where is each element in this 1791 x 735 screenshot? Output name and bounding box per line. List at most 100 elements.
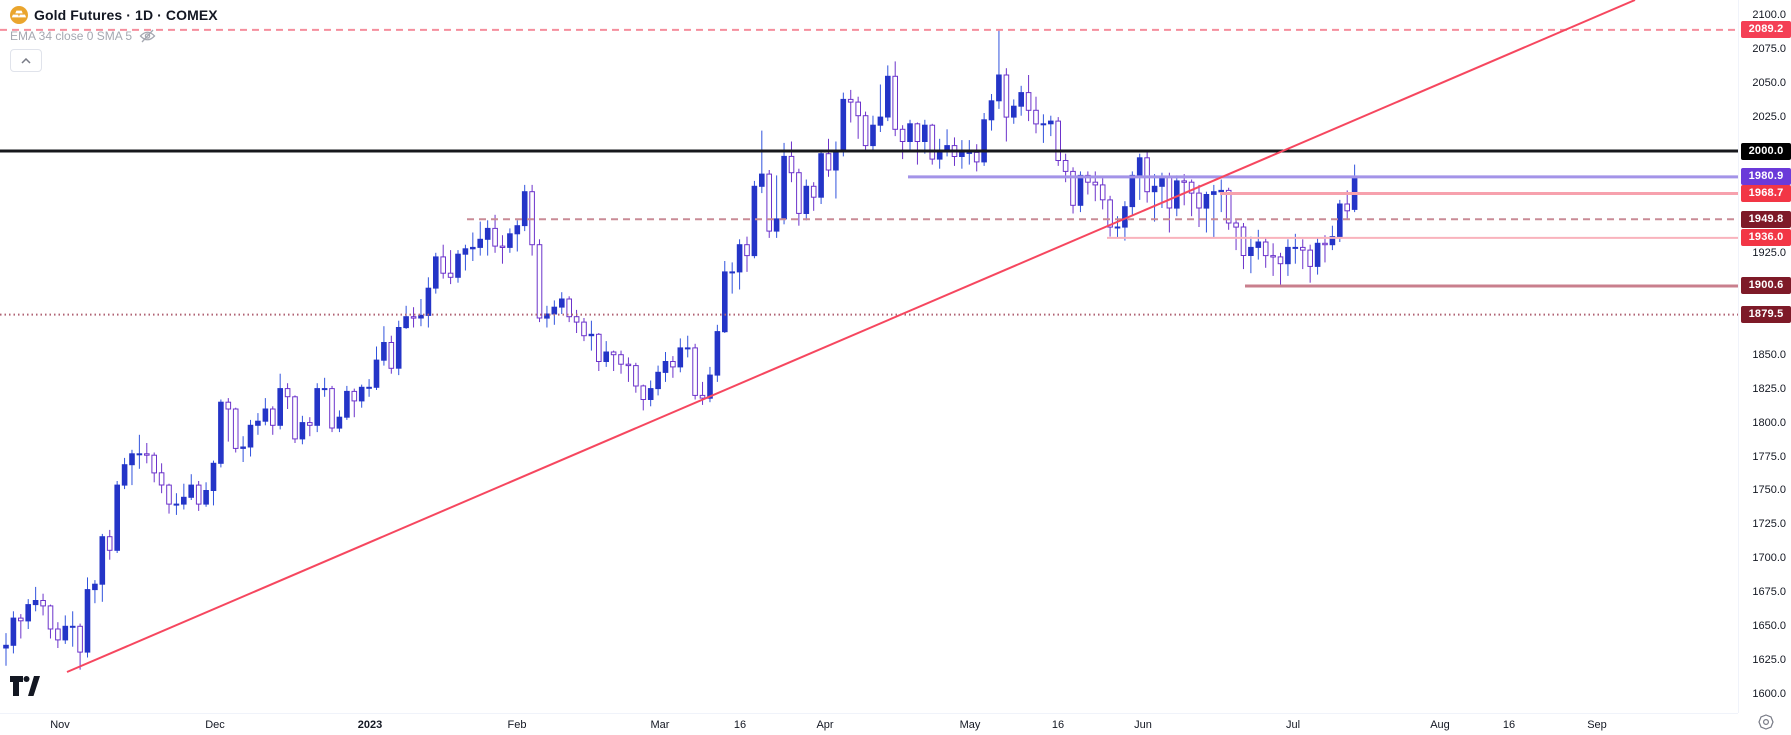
collapse-legend-button[interactable] xyxy=(10,49,42,72)
candle-up xyxy=(707,374,713,399)
candle-down xyxy=(1003,74,1010,118)
candle-down xyxy=(1033,109,1039,125)
candle-up xyxy=(32,600,39,606)
candle-down xyxy=(1322,242,1328,246)
candle-up xyxy=(1285,246,1291,265)
time-axis[interactable]: Nov Dec 2023 Feb Mar 16 Apr May 16 Jun Jul Aug 16 Sep xyxy=(0,713,1738,735)
candle-down xyxy=(158,472,165,486)
candle-up xyxy=(922,124,928,142)
candle-down xyxy=(929,124,936,160)
candle-up xyxy=(121,464,128,486)
candle-up xyxy=(10,617,17,646)
candle-up xyxy=(188,484,194,498)
candle-up xyxy=(647,388,654,401)
candle-up xyxy=(240,446,246,449)
candle-down xyxy=(329,388,335,429)
candle-up xyxy=(559,298,565,308)
tradingview-logo[interactable] xyxy=(10,676,40,696)
candle-up xyxy=(255,420,261,426)
chevron-up-icon xyxy=(21,57,31,64)
time-tick-label: 16 xyxy=(1051,719,1065,731)
candle-up xyxy=(1314,242,1321,267)
candle-down xyxy=(610,351,617,356)
candle-up xyxy=(69,625,76,628)
time-tick-label: Jul xyxy=(1285,719,1301,731)
candle-down xyxy=(284,388,291,398)
time-tick-label: Jun xyxy=(1134,719,1152,731)
price-tick-label: 2100.0 xyxy=(1752,9,1786,22)
candle-down xyxy=(914,123,921,143)
price-level-badge: 2089.2 xyxy=(1741,21,1791,39)
candle-up xyxy=(684,347,691,350)
candle-up xyxy=(321,388,328,391)
candle-down xyxy=(825,153,832,171)
candle-up xyxy=(759,173,765,187)
candle-down xyxy=(1181,180,1188,183)
candle-up xyxy=(544,313,550,319)
candle-up xyxy=(877,116,884,126)
candle-up xyxy=(470,246,476,250)
candle-up xyxy=(736,244,743,273)
trendline[interactable] xyxy=(66,0,1636,673)
candle-down xyxy=(40,600,46,607)
candle-down xyxy=(55,628,61,641)
candle-up xyxy=(521,191,528,227)
candle-up xyxy=(1011,105,1017,118)
candle-down xyxy=(892,75,899,130)
candle-down xyxy=(292,396,298,440)
candle-down xyxy=(1070,170,1076,206)
candle-up xyxy=(996,74,1002,102)
candle-down xyxy=(1144,157,1150,193)
candle-down xyxy=(566,298,573,318)
price-tick-label: 1800.0 xyxy=(1752,416,1786,429)
price-tick-label: 1775.0 xyxy=(1752,450,1786,463)
candle-up xyxy=(403,316,409,329)
candle-up xyxy=(1048,120,1054,125)
candle-up xyxy=(751,185,758,257)
candle-up xyxy=(395,327,402,369)
symbol-title[interactable]: Gold Futures · 1D · COMEX xyxy=(34,7,218,23)
eye-off-icon[interactable] xyxy=(139,29,156,43)
time-tick-label: 16 xyxy=(1502,719,1516,731)
candle-down xyxy=(106,536,113,551)
symbol-title-row[interactable]: Gold Futures · 1D · COMEX xyxy=(10,6,218,24)
time-tick-label: Mar xyxy=(650,719,670,731)
price-tick-label: 1675.0 xyxy=(1752,586,1786,599)
candle-up xyxy=(181,496,187,505)
candle-down xyxy=(232,408,239,449)
candle-up xyxy=(818,153,824,198)
candle-up xyxy=(129,453,135,466)
price-tick-label: 2025.0 xyxy=(1752,111,1786,124)
price-axis[interactable]: 2089.2 2000.0 1980.9 1968.7 1949.8 1936.0 1900… xyxy=(1738,0,1791,713)
gold-coin-icon xyxy=(10,6,28,24)
price-tick-label: 1625.0 xyxy=(1752,654,1786,667)
price-tick-label: 1925.0 xyxy=(1752,246,1786,259)
candle-up xyxy=(358,386,365,402)
settings-icon[interactable] xyxy=(1758,714,1774,730)
candle-down xyxy=(270,408,276,426)
chart-canvas[interactable] xyxy=(0,0,1738,713)
indicator-row[interactable]: EMA 34 close 0 SMA 5 xyxy=(10,29,218,43)
candle-up xyxy=(1329,236,1336,246)
candle-up xyxy=(966,151,973,154)
candle-up xyxy=(1018,92,1025,107)
candle-up xyxy=(803,185,810,215)
candle-down xyxy=(307,422,313,426)
candle-up xyxy=(1136,157,1143,177)
candle-down xyxy=(1277,256,1284,265)
candle-down xyxy=(536,244,543,319)
candle-up xyxy=(714,331,721,376)
price-level-badge: 2000.0 xyxy=(1741,142,1791,160)
candle-up xyxy=(92,583,98,591)
indicator-label: EMA 34 close 0 SMA 5 xyxy=(10,29,133,43)
price-tick-label: 1600.0 xyxy=(1752,688,1786,701)
time-tick-label: May xyxy=(959,719,981,731)
candle-down xyxy=(1196,192,1202,209)
candle-up xyxy=(1255,241,1262,248)
candlestick-svg xyxy=(0,0,1738,673)
price-level-badge: 1968.7 xyxy=(1741,185,1791,202)
candle-down xyxy=(499,245,506,249)
candle-up xyxy=(1337,203,1343,238)
candle-down xyxy=(699,394,706,399)
